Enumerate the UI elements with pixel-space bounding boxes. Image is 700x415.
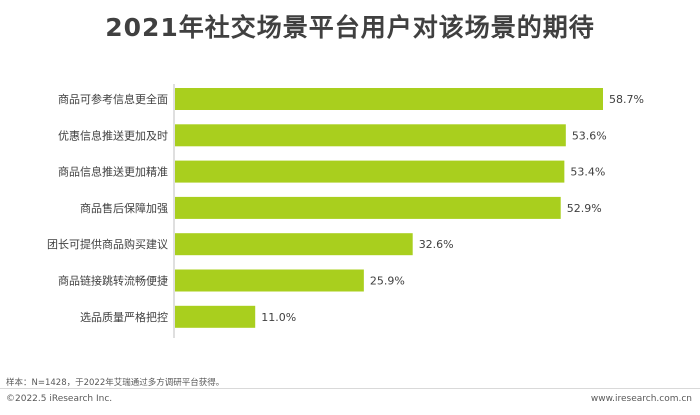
value-label: 58.7% <box>609 93 644 106</box>
bar <box>175 88 603 110</box>
bar <box>175 305 256 328</box>
bar <box>175 196 561 219</box>
footer-divider <box>0 388 700 389</box>
website-link[interactable]: www.iresearch.com.cn <box>590 394 692 404</box>
category-label: 商品可参考信息更全面 <box>58 92 168 106</box>
bar <box>175 124 566 147</box>
category-label: 商品链接跳转流畅便捷 <box>58 274 168 288</box>
value-label: 11.0% <box>261 311 296 324</box>
category-label: 团长可提供商品购买建议 <box>47 237 168 251</box>
value-label: 32.6% <box>419 238 454 251</box>
category-label: 商品信息推送更加精准 <box>58 165 168 179</box>
value-label: 25.9% <box>370 275 405 288</box>
value-label: 53.4% <box>570 166 605 179</box>
copyright-text: ©2022.5 iResearch Inc. <box>6 394 113 404</box>
category-label: 选品质量严格把控 <box>80 310 168 324</box>
category-label: 商品售后保障加强 <box>80 201 168 215</box>
bar <box>175 233 413 256</box>
value-label: 53.6% <box>572 129 607 142</box>
category-label: 优惠信息推送更加及时 <box>58 128 168 142</box>
chart-title: 2021年社交场景平台用户对该场景的期待 <box>105 13 595 42</box>
bar <box>175 160 565 183</box>
bar-chart: 商品可参考信息更全面 58.7% 优惠信息推送更加及时 53.6% 商品信息推送更加精准… <box>47 84 644 338</box>
sample-note: 样本：N=1428，于2022年艾瑞通过多方调研平台获得。 <box>6 378 225 388</box>
value-label: 52.9% <box>567 202 602 215</box>
bar <box>175 269 364 292</box>
